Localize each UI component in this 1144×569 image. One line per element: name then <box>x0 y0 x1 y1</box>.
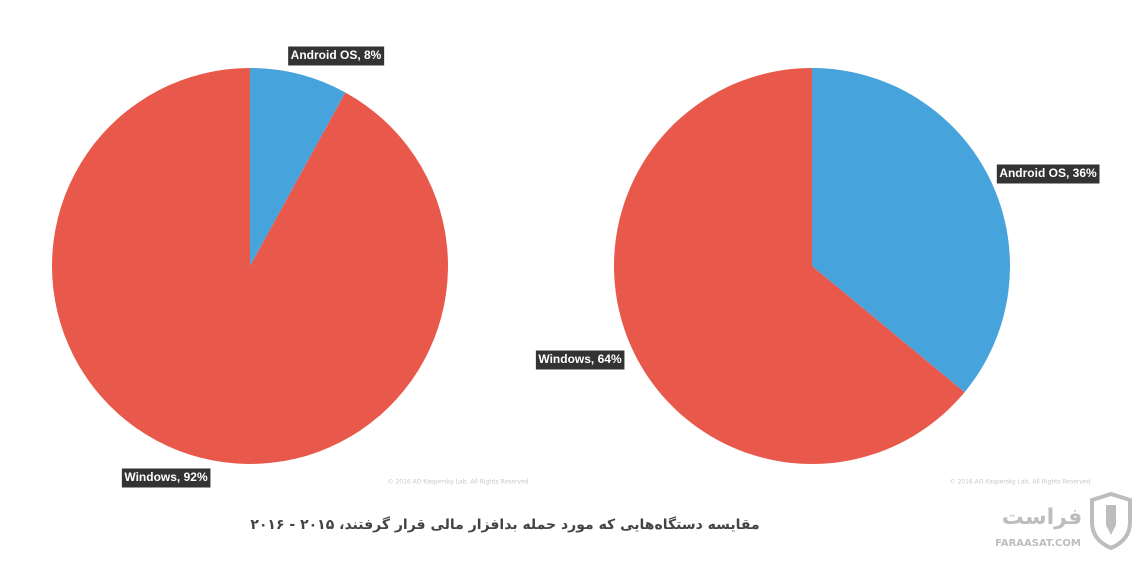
pie-slice <box>250 68 346 266</box>
shield-mark <box>1106 505 1116 535</box>
copyright: © 2016 AO Kaspersky Lab. All Rights Rese… <box>950 479 1091 486</box>
caption: مقایسه دستگاه‌هایی که مورد حمله بدافزار … <box>250 516 759 533</box>
slice-label: Windows, 64% <box>534 349 626 371</box>
slice-label: Windows, 92% <box>120 467 212 489</box>
slice-label: Android OS, 36% <box>995 163 1101 185</box>
watermark-site: FARAASAT.COM <box>995 538 1081 549</box>
pie-slice <box>812 68 1011 393</box>
label-text: Android OS, 8% <box>291 48 382 62</box>
label-box <box>534 349 626 371</box>
label-box <box>120 467 212 489</box>
copyright: © 2016 AO Kaspersky Lab. All Rights Rese… <box>388 479 529 486</box>
shield-icon <box>1090 491 1132 551</box>
watermark: فراست FARAASAT.COM <box>995 491 1132 551</box>
pie-slice <box>614 68 965 464</box>
slice-label: Android OS, 8% <box>287 45 386 67</box>
label-text: Windows, 64% <box>538 352 622 366</box>
watermark-name: فراست <box>1002 505 1083 530</box>
label-text: Windows, 92% <box>124 470 208 484</box>
label-box <box>995 163 1101 185</box>
pie-slice <box>51 68 448 464</box>
label-text: Android OS, 36% <box>999 166 1097 180</box>
label-box <box>287 45 386 67</box>
